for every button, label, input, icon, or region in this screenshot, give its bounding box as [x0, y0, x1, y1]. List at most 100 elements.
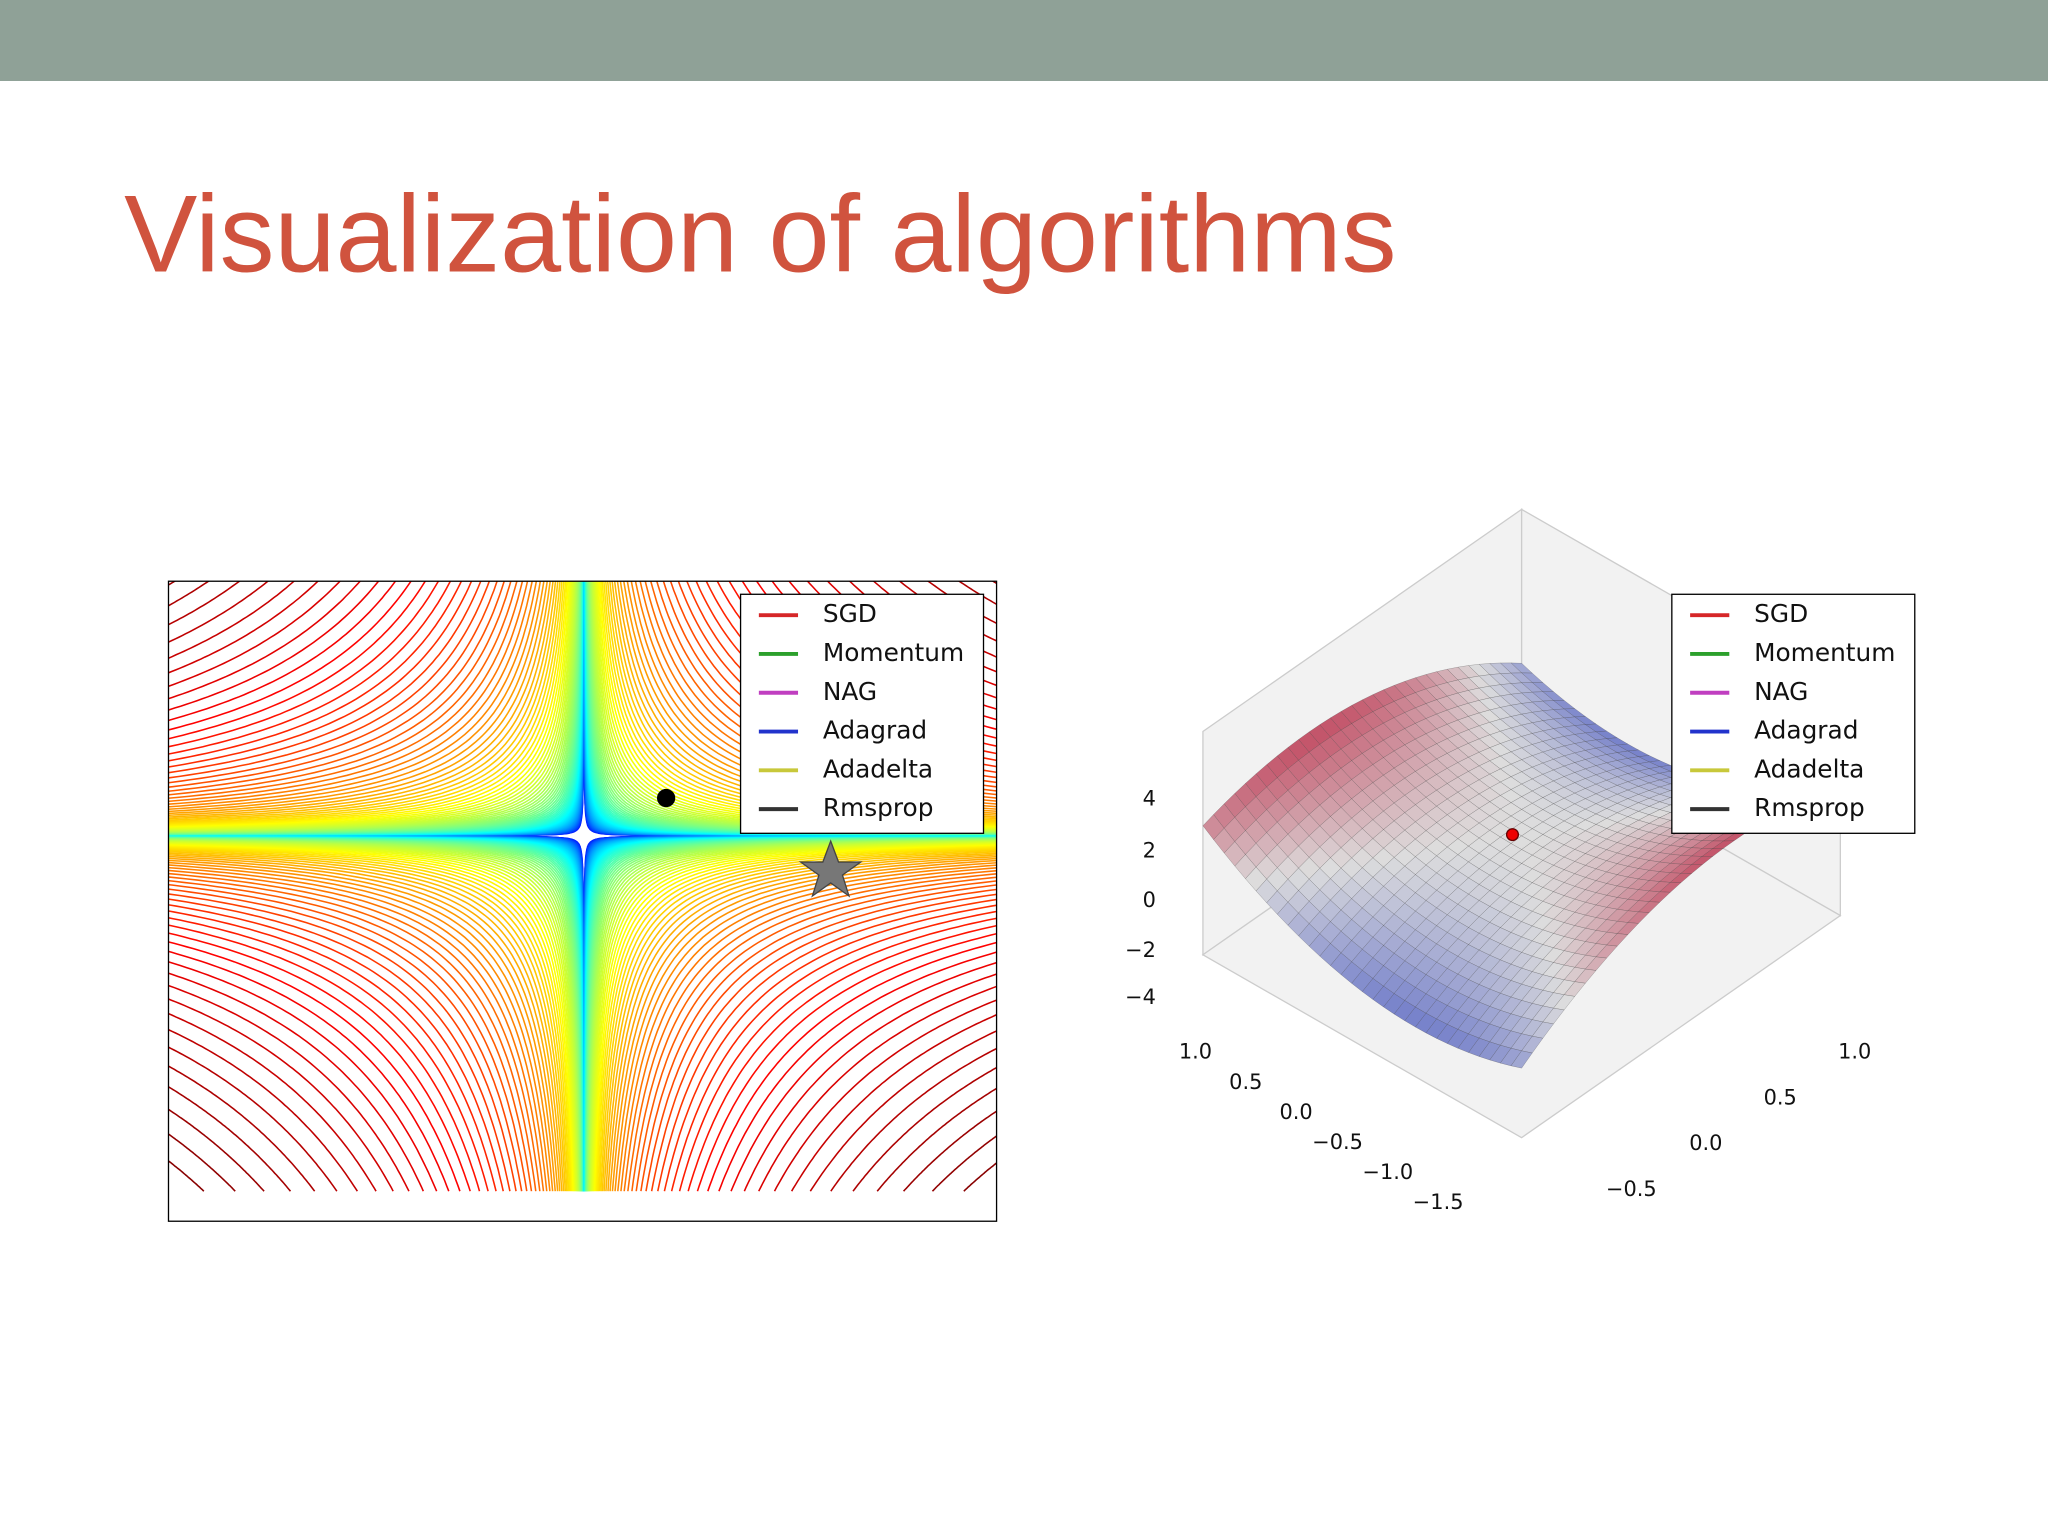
contour-line: [168, 1133, 236, 1192]
contour-line: [718, 951, 997, 1192]
contour-line: [168, 857, 559, 1192]
contour-line: [609, 857, 997, 1192]
slide-title: Visualization of algorithms: [124, 174, 1396, 296]
contour-line: [168, 866, 548, 1192]
contour-line: [168, 581, 533, 805]
contour-line: [168, 872, 541, 1192]
contour-line: [168, 869, 545, 1192]
contour-line: [140, 481, 264, 580]
contour-line: [168, 1028, 359, 1192]
contour-line: [168, 840, 579, 1192]
contour-line: [852, 1066, 997, 1192]
contour-line: [614, 861, 997, 1192]
contour-line: [168, 842, 576, 1192]
legend-label: NAG: [823, 677, 877, 706]
contour-line: [168, 1012, 377, 1192]
contour-line: [168, 581, 296, 660]
contour-line: [168, 864, 551, 1192]
z-tick-label: 4: [1143, 786, 1156, 810]
contour-line: [168, 581, 576, 832]
contour-line: [168, 1108, 265, 1192]
contour-line: [168, 898, 511, 1192]
contour-line: [809, 1030, 997, 1192]
contour-line: [991, 581, 997, 585]
legend-label: Rmsprop: [1754, 793, 1865, 822]
x-tick-label: −1.5: [1413, 1190, 1464, 1214]
plot-frame: [167, 580, 998, 1222]
legend-label: Adagrad: [823, 716, 927, 745]
contour-line: [758, 985, 997, 1192]
contour-line: [168, 855, 561, 1192]
contour-line: [168, 932, 471, 1192]
z-tick-label: −2: [1125, 938, 1156, 962]
contour-line: [607, 855, 997, 1192]
contour-line: [168, 852, 565, 1192]
contour-line: [168, 848, 569, 1192]
contour-line: [168, 581, 545, 813]
contour-line: [168, 581, 482, 774]
contour-line: [168, 581, 412, 731]
contour-line: [743, 973, 997, 1192]
x-tick-label: 0.5: [1229, 1070, 1262, 1094]
contour-line: [168, 883, 528, 1192]
contour-line: [589, 840, 997, 1192]
contour-line: [168, 581, 362, 700]
legend-label: SGD: [1754, 599, 1808, 628]
contour-line: [168, 888, 523, 1192]
contour-line: [168, 844, 574, 1192]
surface-cell: [1510, 1050, 1533, 1069]
legend-label: Adadelta: [823, 754, 933, 783]
contour-line: [640, 884, 997, 1192]
contour-line: [168, 849, 568, 1192]
contour-line: [168, 972, 425, 1192]
contour-line: [168, 581, 567, 826]
contour-line: [168, 581, 573, 830]
contour-line: [168, 581, 571, 828]
contour-line: [168, 581, 524, 800]
contour-line: [168, 581, 559, 821]
contour-line: [168, 861, 554, 1192]
contour-line: [168, 581, 575, 831]
contour-line: [591, 842, 997, 1192]
contour-line: [168, 843, 576, 1192]
contour-line: [678, 917, 997, 1192]
contour-line: [600, 849, 997, 1192]
contour-line: [957, 581, 997, 606]
contour-plot: [140, 481, 1027, 1192]
z-tick-label: −4: [1125, 985, 1156, 1009]
contour-line: [168, 851, 567, 1192]
contour-line: [670, 910, 997, 1192]
contour-line: [168, 847, 571, 1192]
contour-line: [168, 581, 270, 644]
contour-line: [598, 848, 997, 1192]
contour-line: [902, 1110, 997, 1192]
y-tick-label: 0.0: [1689, 1131, 1722, 1155]
contour-line: [168, 581, 452, 755]
contour-line: [168, 581, 177, 586]
contour-line: [168, 904, 505, 1192]
contour-line: [168, 845, 573, 1192]
legend-box: [1671, 593, 1916, 834]
contour-line: [168, 839, 580, 1192]
minimum-star: [798, 839, 863, 898]
legend-label: Rmsprop: [823, 793, 934, 822]
contour-line: [168, 859, 557, 1192]
legend-label: Adadelta: [1754, 754, 1864, 783]
contour-line: [926, 581, 997, 625]
contour-line: [932, 481, 1027, 557]
contour-line: [168, 581, 463, 762]
contour-line: [140, 481, 204, 532]
legend-label: Adagrad: [1754, 716, 1858, 745]
contour-line: [168, 581, 565, 825]
contour-line: [168, 581, 506, 788]
z-tick-label: 2: [1143, 839, 1156, 863]
contour-line: [168, 581, 397, 722]
contour-line: [663, 904, 997, 1192]
y-tick-label: 1.0: [1838, 1040, 1871, 1064]
contour-line: [168, 1159, 205, 1192]
contour-line: [168, 581, 570, 828]
contour-line: [592, 843, 997, 1192]
contour-line: [696, 932, 997, 1192]
contour-line: [168, 581, 572, 829]
